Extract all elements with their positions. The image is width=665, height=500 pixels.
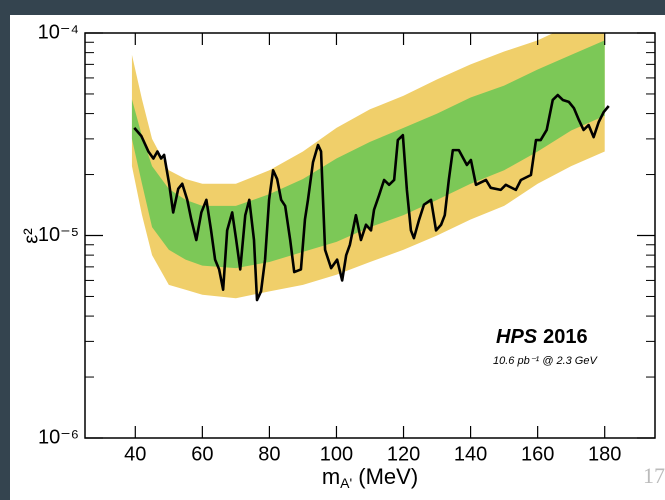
lines bbox=[133, 93, 610, 302]
x-tick-label: 40 bbox=[124, 443, 146, 465]
y-tick-label: 10⁻⁴ bbox=[38, 21, 79, 43]
annotation-year: 2016 bbox=[543, 326, 588, 348]
x-tick-label: 140 bbox=[454, 443, 487, 465]
y-tick-label: 10⁻⁶ bbox=[38, 426, 79, 448]
x-tick-label: 80 bbox=[258, 443, 280, 465]
annotation-lumi: 10.6 pb⁻¹ @ 2.3 GeV bbox=[493, 355, 598, 367]
x-axis-label: mA' (MeV) bbox=[322, 464, 418, 491]
x-label-main: m bbox=[322, 464, 340, 489]
y-tick-label: 10⁻⁵ bbox=[38, 224, 79, 246]
data-line bbox=[133, 93, 610, 302]
x-tick-label: 60 bbox=[191, 443, 213, 465]
x-tick-label: 160 bbox=[521, 443, 554, 465]
annotation: HPS 2016 bbox=[496, 326, 588, 348]
x-tick-label: 100 bbox=[320, 443, 353, 465]
y-axis-label: ε² bbox=[20, 228, 42, 244]
x-tick-label: 180 bbox=[588, 443, 621, 465]
x-label-unit: (MeV) bbox=[352, 464, 418, 489]
annotation-hps: HPS bbox=[496, 326, 538, 348]
x-tick-label: 120 bbox=[387, 443, 420, 465]
axes: 40 60 80 100 120 140 160 180 10⁻⁶ 10⁻⁵ 10⁻⁴ bbox=[38, 21, 656, 465]
page-number: 17 bbox=[643, 463, 665, 488]
x-label-sub: A' bbox=[340, 475, 352, 491]
